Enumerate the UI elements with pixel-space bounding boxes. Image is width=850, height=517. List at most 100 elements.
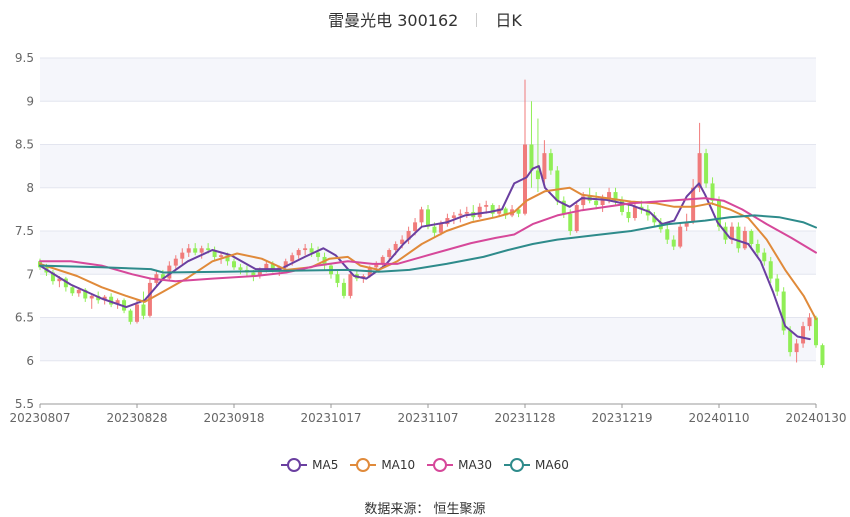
candle bbox=[303, 243, 308, 256]
candle-body bbox=[458, 213, 463, 216]
candle bbox=[458, 209, 463, 223]
x-axis-ticks: 20230807 20230828 20230918 20231017 20231107… bbox=[9, 404, 847, 425]
candle-body bbox=[335, 274, 340, 283]
legend-item-ma5[interactable]: MA5 bbox=[281, 458, 338, 472]
candle-body bbox=[535, 170, 540, 180]
y-tick-label: 5.5 bbox=[15, 397, 34, 411]
candle-body bbox=[477, 206, 482, 218]
candle-body bbox=[251, 272, 256, 276]
series-line-ma60 bbox=[39, 214, 817, 274]
data-source: 数据来源： 恒生聚源 bbox=[364, 502, 486, 517]
candle-body bbox=[303, 248, 308, 251]
candle-body bbox=[341, 282, 346, 296]
y-tick-label: 6.5 bbox=[15, 311, 34, 325]
y-tick-label: 9.5 bbox=[15, 51, 34, 65]
legend: MA5 MA10 MA30 MA60 bbox=[0, 458, 850, 475]
candle bbox=[238, 263, 243, 275]
legend-label: MA30 bbox=[458, 458, 493, 472]
candle-body bbox=[212, 250, 217, 257]
plot-band bbox=[40, 58, 816, 102]
candle-body bbox=[180, 252, 185, 259]
candle-body bbox=[775, 278, 780, 292]
candle bbox=[199, 245, 204, 259]
candle bbox=[691, 179, 696, 225]
candle bbox=[63, 276, 68, 292]
candle-body bbox=[102, 296, 107, 301]
x-tick-label: 20230828 bbox=[106, 411, 167, 425]
legend-swatch bbox=[281, 458, 308, 472]
series-line-ma10 bbox=[39, 186, 817, 321]
candle-body bbox=[135, 304, 139, 322]
y-tick-label: 8.5 bbox=[15, 138, 34, 152]
candle-body bbox=[561, 200, 566, 214]
candle bbox=[794, 339, 799, 363]
x-tick-label: 20240130 bbox=[785, 411, 846, 425]
candle-body bbox=[749, 231, 754, 244]
candle-body bbox=[76, 289, 81, 294]
candle-body bbox=[704, 153, 709, 184]
x-tick-label: 20230807 bbox=[9, 411, 70, 425]
candle bbox=[671, 235, 676, 251]
candle-body bbox=[484, 205, 489, 207]
candle-body bbox=[503, 208, 508, 216]
candle bbox=[652, 211, 657, 227]
candle-body bbox=[574, 205, 579, 231]
candle-body bbox=[426, 209, 430, 227]
candle-body bbox=[697, 153, 702, 188]
candle-body bbox=[89, 295, 94, 299]
candle-body bbox=[665, 229, 670, 240]
candle-body bbox=[652, 215, 657, 223]
candle-body bbox=[438, 224, 443, 233]
candle bbox=[335, 269, 340, 288]
candle-body bbox=[400, 239, 405, 244]
candle bbox=[419, 206, 424, 227]
candle bbox=[296, 248, 301, 259]
candle-body bbox=[742, 231, 747, 249]
series-line-ma30 bbox=[39, 197, 817, 283]
candle-body bbox=[490, 205, 495, 214]
y-axis-ticks: 5.5 6 6.5 7 7.5 8 8.5 9 9.5 bbox=[15, 51, 34, 411]
candle-body bbox=[413, 222, 418, 231]
candle-body bbox=[160, 274, 165, 279]
candle-body bbox=[83, 289, 88, 299]
chart-period: 日K bbox=[495, 11, 522, 30]
candle-body bbox=[464, 211, 469, 214]
candle-body bbox=[186, 248, 191, 253]
candle-body bbox=[814, 317, 818, 346]
candle bbox=[814, 315, 818, 348]
plot-band bbox=[40, 360, 816, 404]
candle bbox=[678, 222, 683, 249]
x-tick-label: 20231128 bbox=[494, 411, 555, 425]
candle bbox=[180, 248, 185, 264]
candle-body bbox=[199, 248, 204, 253]
candle-body bbox=[257, 269, 262, 276]
candle bbox=[70, 284, 75, 296]
legend-item-ma30[interactable]: MA30 bbox=[427, 458, 492, 472]
candle-body bbox=[755, 243, 760, 253]
candle bbox=[574, 200, 579, 233]
candle-body bbox=[219, 255, 224, 257]
candle bbox=[755, 239, 760, 257]
legend-label: MA10 bbox=[381, 458, 416, 472]
candle bbox=[109, 293, 114, 308]
candle-body bbox=[206, 248, 211, 251]
candle-body bbox=[568, 213, 573, 231]
candle-body bbox=[387, 250, 392, 257]
candle bbox=[801, 321, 806, 348]
candle-body bbox=[581, 196, 586, 206]
candle bbox=[781, 287, 786, 335]
candle bbox=[736, 222, 741, 253]
candle bbox=[283, 258, 288, 270]
candle-body bbox=[768, 261, 773, 279]
legend-item-ma10[interactable]: MA10 bbox=[350, 458, 415, 472]
candle bbox=[697, 122, 702, 193]
candle-body bbox=[451, 215, 456, 219]
y-tick-label: 8 bbox=[26, 181, 34, 195]
candle-body bbox=[238, 267, 243, 270]
legend-item-ma60[interactable]: MA60 bbox=[504, 458, 569, 472]
candle bbox=[807, 313, 812, 331]
legend-swatch bbox=[350, 458, 377, 472]
plot-band bbox=[40, 101, 816, 145]
candle-body bbox=[788, 330, 793, 353]
